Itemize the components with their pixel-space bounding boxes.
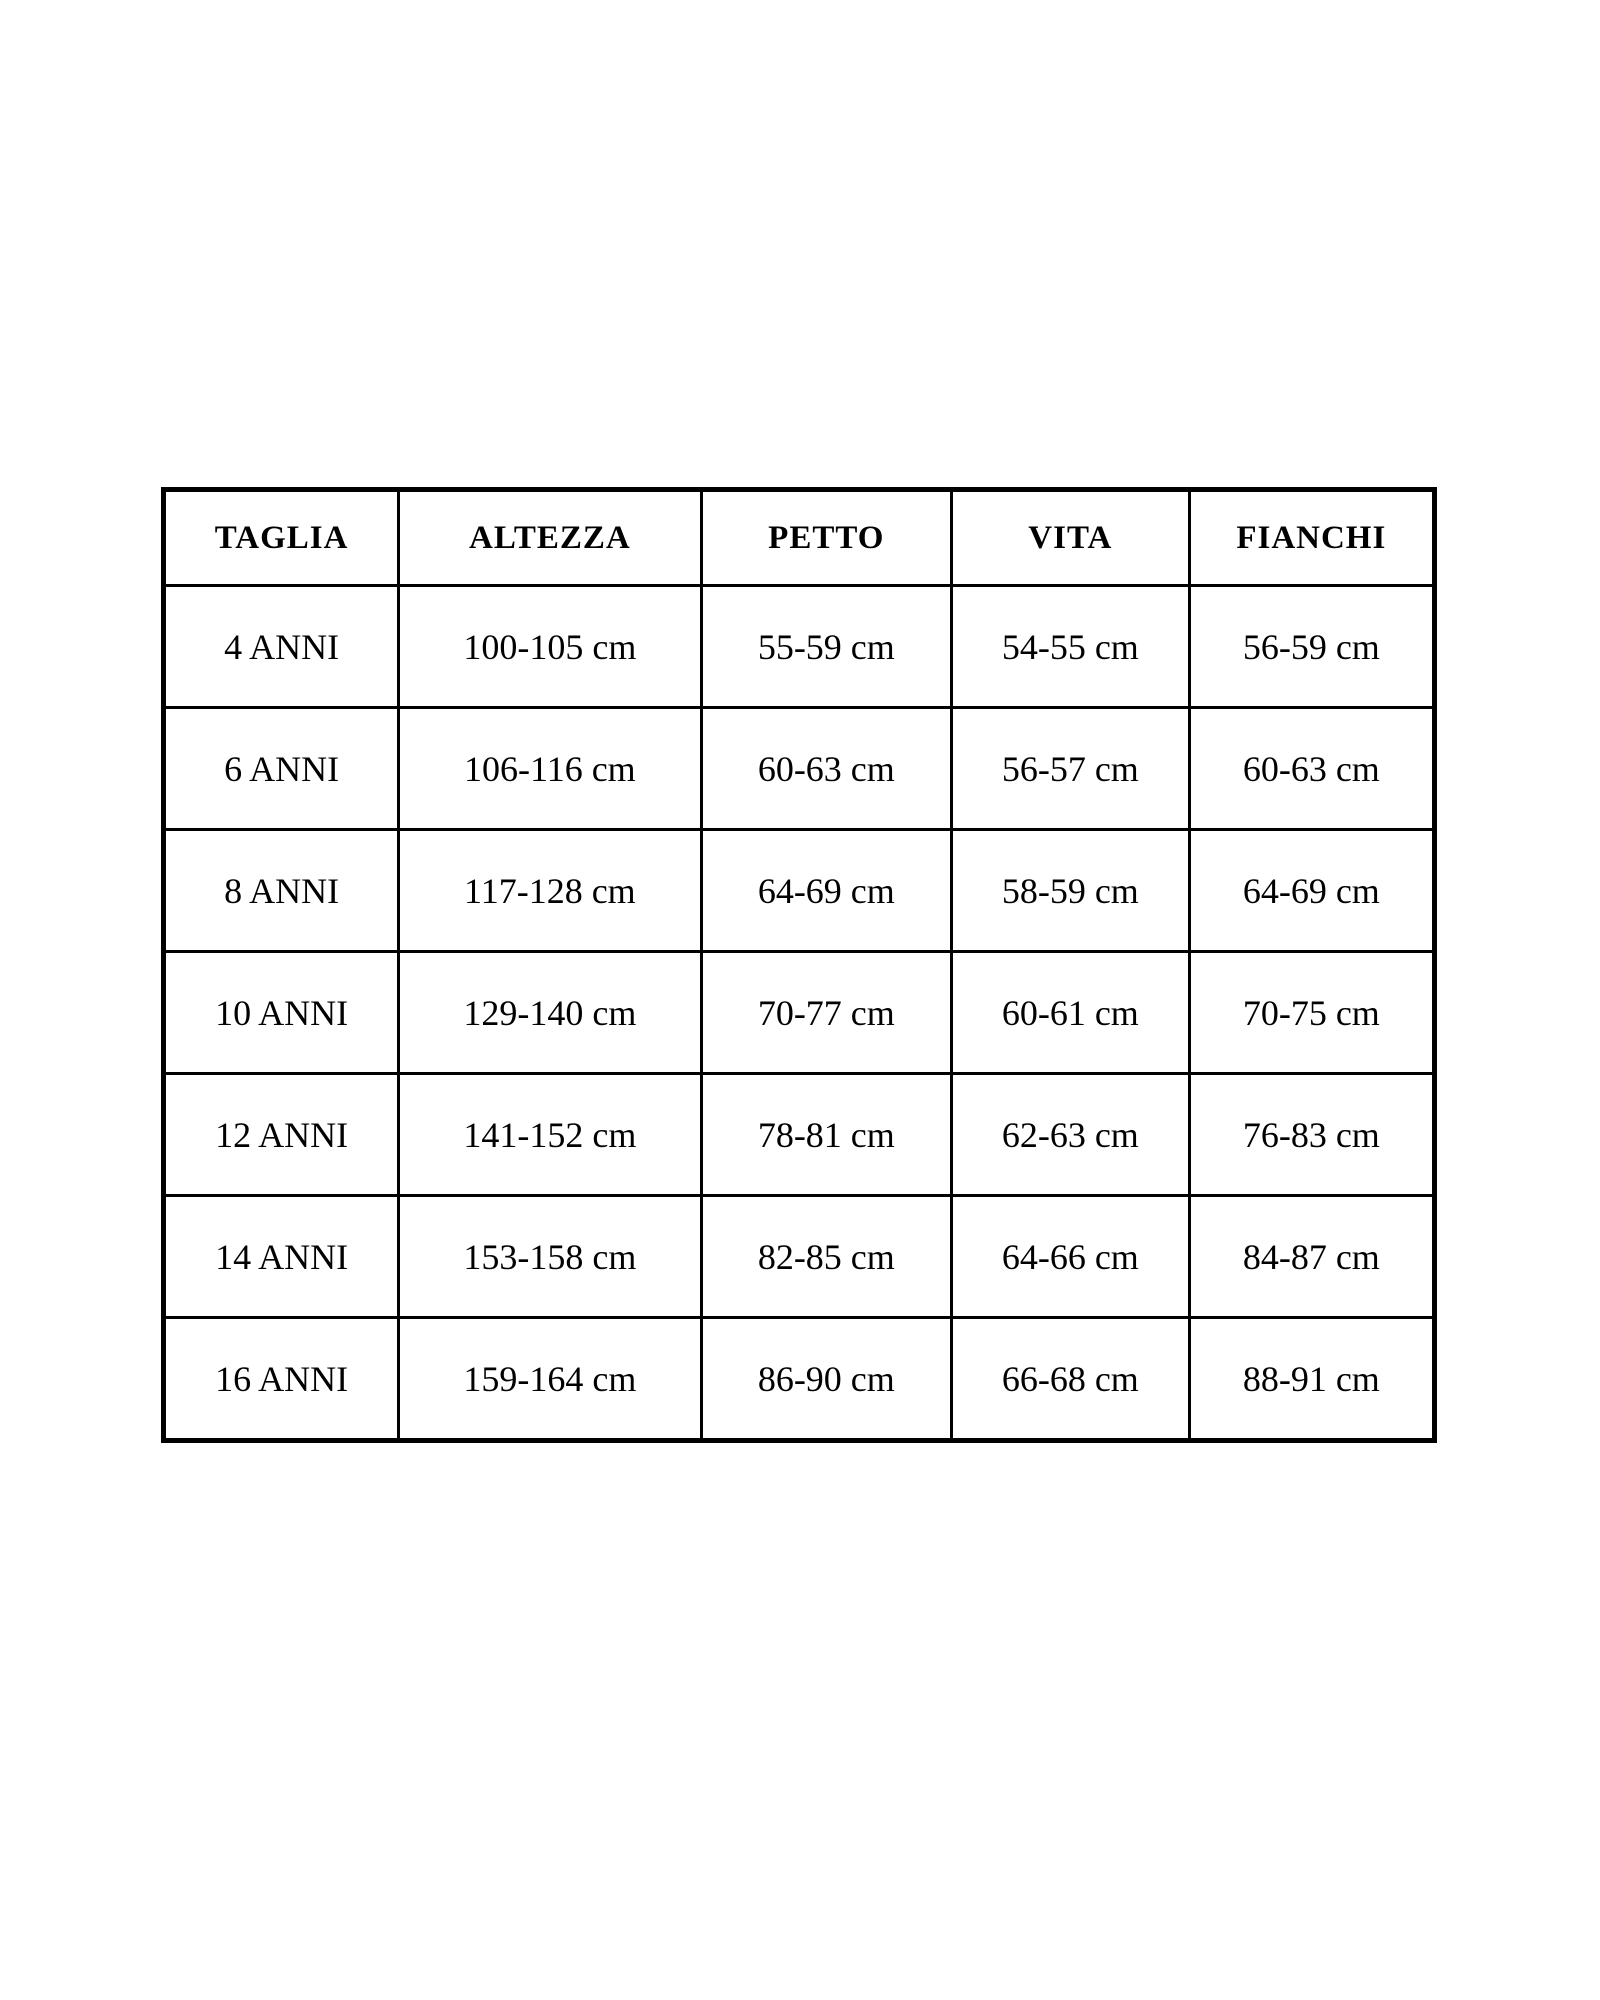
cell-petto: 55-59 cm: [699, 584, 953, 709]
column-header-taglia: TAGLIA: [161, 488, 401, 587]
table-row: 14 ANNI 153-158 cm 82-85 cm 64-66 cm 84-…: [161, 1194, 1437, 1319]
cell-petto: 82-85 cm: [699, 1194, 953, 1319]
table-row: 10 ANNI 129-140 cm 70-77 cm 60-61 cm 70-…: [161, 950, 1437, 1075]
cell-fianchi: 84-87 cm: [1187, 1194, 1437, 1319]
cell-vita: 60-61 cm: [949, 950, 1191, 1075]
cell-altezza: 100-105 cm: [397, 584, 703, 709]
cell-altezza: 141-152 cm: [397, 1072, 703, 1197]
cell-petto: 64-69 cm: [699, 828, 953, 953]
column-header-petto: PETTO: [699, 488, 953, 587]
table-row: 8 ANNI 117-128 cm 64-69 cm 58-59 cm 64-6…: [161, 828, 1437, 953]
table-row: 6 ANNI 106-116 cm 60-63 cm 56-57 cm 60-6…: [161, 706, 1437, 831]
cell-taglia: 8 ANNI: [161, 828, 401, 953]
cell-fianchi: 64-69 cm: [1187, 828, 1437, 953]
column-header-fianchi: FIANCHI: [1187, 488, 1437, 587]
cell-fianchi: 76-83 cm: [1187, 1072, 1437, 1197]
table-row: 4 ANNI 100-105 cm 55-59 cm 54-55 cm 56-5…: [161, 584, 1437, 709]
cell-petto: 70-77 cm: [699, 950, 953, 1075]
cell-taglia: 10 ANNI: [161, 950, 401, 1075]
size-chart-table: TAGLIA ALTEZZA PETTO VITA FIANCHI 4 ANNI…: [161, 487, 1437, 1443]
column-header-vita: VITA: [949, 488, 1191, 587]
table-row: 12 ANNI 141-152 cm 78-81 cm 62-63 cm 76-…: [161, 1072, 1437, 1197]
cell-taglia: 16 ANNI: [161, 1316, 401, 1442]
cell-vita: 54-55 cm: [949, 584, 1191, 709]
cell-taglia: 4 ANNI: [161, 584, 401, 709]
cell-altezza: 117-128 cm: [397, 828, 703, 953]
cell-taglia: 14 ANNI: [161, 1194, 401, 1319]
cell-vita: 62-63 cm: [949, 1072, 1191, 1197]
cell-vita: 66-68 cm: [949, 1316, 1191, 1442]
cell-petto: 86-90 cm: [699, 1316, 953, 1442]
cell-petto: 78-81 cm: [699, 1072, 953, 1197]
cell-fianchi: 70-75 cm: [1187, 950, 1437, 1075]
cell-vita: 64-66 cm: [949, 1194, 1191, 1319]
cell-fianchi: 88-91 cm: [1187, 1316, 1437, 1442]
cell-altezza: 159-164 cm: [397, 1316, 703, 1442]
cell-taglia: 12 ANNI: [161, 1072, 401, 1197]
cell-altezza: 153-158 cm: [397, 1194, 703, 1319]
cell-vita: 58-59 cm: [949, 828, 1191, 953]
table-row: 16 ANNI 159-164 cm 86-90 cm 66-68 cm 88-…: [161, 1316, 1437, 1442]
cell-taglia: 6 ANNI: [161, 706, 401, 831]
cell-fianchi: 60-63 cm: [1187, 706, 1437, 831]
cell-vita: 56-57 cm: [949, 706, 1191, 831]
header-row: TAGLIA ALTEZZA PETTO VITA FIANCHI: [161, 488, 1437, 587]
cell-altezza: 106-116 cm: [397, 706, 703, 831]
size-chart-table-container: TAGLIA ALTEZZA PETTO VITA FIANCHI 4 ANNI…: [161, 487, 1437, 1443]
cell-petto: 60-63 cm: [699, 706, 953, 831]
column-header-altezza: ALTEZZA: [397, 488, 703, 587]
cell-fianchi: 56-59 cm: [1187, 584, 1437, 709]
cell-altezza: 129-140 cm: [397, 950, 703, 1075]
